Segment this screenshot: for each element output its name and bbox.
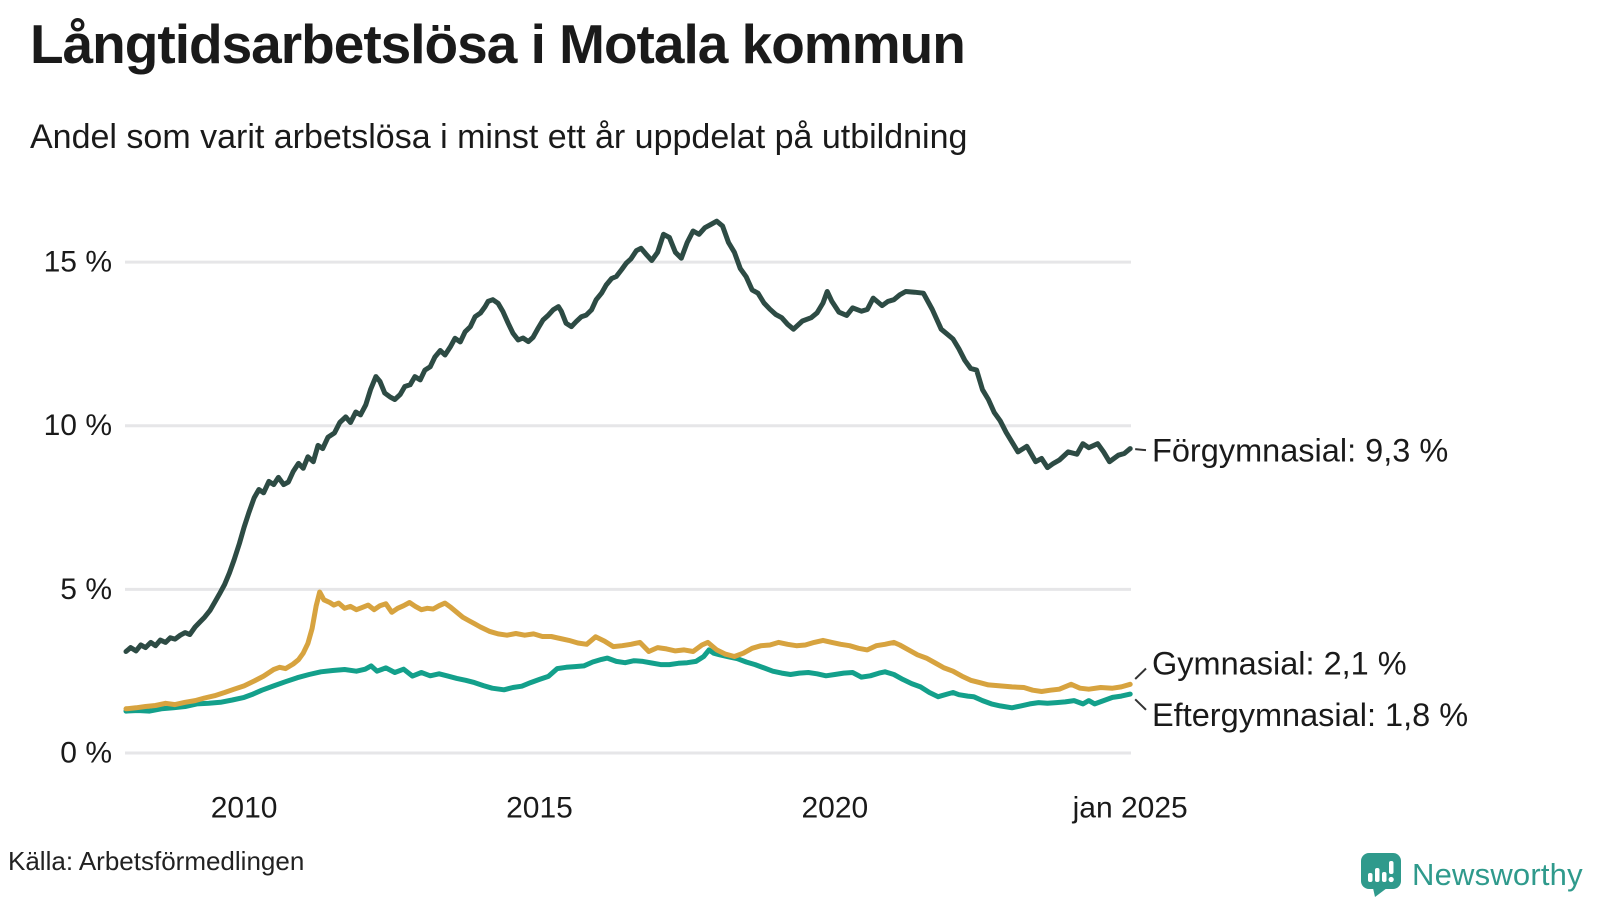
series-line-Förgymnasial — [123, 218, 1133, 654]
y-tick-label: 0 % — [60, 737, 112, 770]
y-tick-label: 10 % — [44, 409, 112, 442]
series-lines — [123, 218, 1133, 714]
source-note: Källa: Arbetsförmedlingen — [8, 846, 305, 876]
x-axis-labels: 2010 2015 2020 jan 2025 — [211, 792, 1188, 825]
newsworthy-logo-text: Newsworthy — [1412, 857, 1583, 892]
x-tick-label: jan 2025 — [1072, 792, 1188, 825]
label-connector-Förgymnasial — [1135, 448, 1147, 452]
newsworthy-logo: Newsworthy — [1360, 852, 1583, 898]
series-labels: Eftergymnasial: 1,8 % Gymnasial: 2,1 % För… — [1134, 433, 1468, 733]
series-label-Gymnasial: Gymnasial: 2,1 % — [1152, 645, 1407, 681]
x-tick-label: 2010 — [211, 792, 278, 825]
y-tick-label: 15 % — [44, 246, 112, 279]
series-label-Eftergymnasial: Eftergymnasial: 1,8 % — [1152, 697, 1468, 733]
series-line-Gymnasial — [123, 589, 1133, 712]
series-line-Eftergymnasial — [123, 647, 1133, 714]
page-subtitle: Andel som varit arbetslösa i minst ett å… — [30, 118, 968, 156]
y-axis-labels: 0 % 5 % 10 % 15 % — [44, 246, 112, 770]
page-title: Långtidsarbetslösa i Motala kommun — [30, 13, 966, 75]
x-tick-label: 2020 — [801, 792, 868, 825]
x-tick-label: 2015 — [506, 792, 573, 825]
label-connector-Eftergymnasial — [1134, 698, 1147, 711]
y-tick-label: 5 % — [60, 573, 112, 606]
series-label-Förgymnasial: Förgymnasial: 9,3 % — [1152, 433, 1448, 469]
label-connector-Gymnasial — [1134, 667, 1147, 680]
newsworthy-logo-icon — [1361, 853, 1401, 897]
gridlines — [125, 260, 1131, 755]
